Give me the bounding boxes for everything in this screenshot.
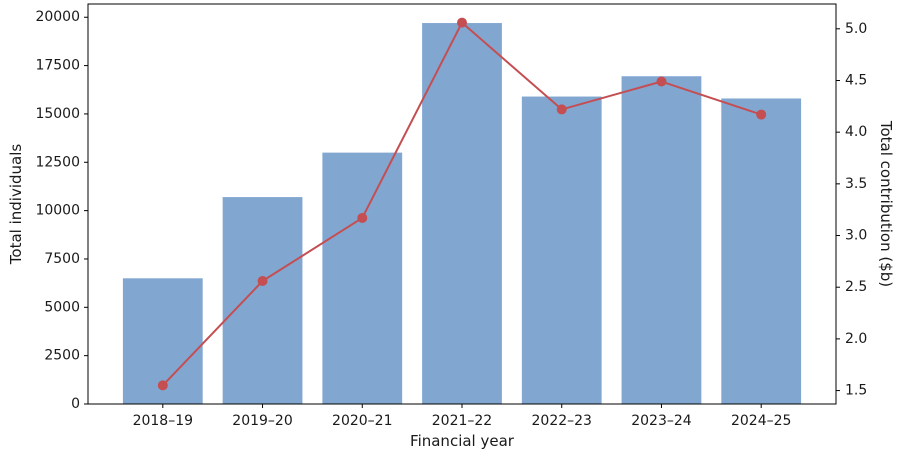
right-tick-label: 2.0 <box>845 331 867 347</box>
x-tick-label: 2022–23 <box>532 413 592 429</box>
line-marker <box>756 109 767 120</box>
left-tick-label: 5000 <box>44 299 80 315</box>
left-axis-title: Total individuals <box>7 144 25 266</box>
x-tick-label: 2019–20 <box>232 413 292 429</box>
bar <box>222 197 303 404</box>
line-marker <box>157 380 168 391</box>
x-tick-label: 2018–19 <box>133 413 193 429</box>
right-tick-label: 1.5 <box>845 383 867 399</box>
bar <box>621 76 702 404</box>
bar <box>721 98 802 404</box>
left-tick-label: 12500 <box>35 154 80 170</box>
left-tick-label: 20000 <box>35 9 80 25</box>
line-marker <box>556 104 567 115</box>
left-tick-label: 15000 <box>35 106 80 122</box>
line-marker <box>257 276 268 287</box>
right-tick-label: 2.5 <box>845 279 867 295</box>
x-tick-label: 2023–24 <box>631 413 692 429</box>
x-tick-label: 2020–21 <box>332 413 392 429</box>
bar <box>521 96 602 404</box>
left-tick-label: 7500 <box>44 251 80 267</box>
bar <box>322 152 403 404</box>
right-tick-label: 3.5 <box>845 176 867 192</box>
left-tick-label: 0 <box>71 396 80 412</box>
line-marker <box>457 17 467 28</box>
x-tick-label: 2021–22 <box>432 413 492 429</box>
x-axis-title: Financial year <box>410 432 515 450</box>
right-axis-title: Total contribution ($b) <box>877 120 895 287</box>
right-tick-label: 4.5 <box>845 72 867 88</box>
left-tick-label: 2500 <box>44 348 80 364</box>
left-tick-label: 17500 <box>35 58 80 74</box>
bar <box>422 23 502 405</box>
left-tick-label: 10000 <box>35 203 80 219</box>
x-tick-label: 2024–25 <box>731 413 791 429</box>
right-tick-label: 4.0 <box>845 124 867 140</box>
right-tick-label: 3.0 <box>845 228 867 244</box>
line-marker <box>357 212 368 223</box>
right-tick-label: 5.0 <box>845 21 867 37</box>
line-marker <box>656 76 667 87</box>
